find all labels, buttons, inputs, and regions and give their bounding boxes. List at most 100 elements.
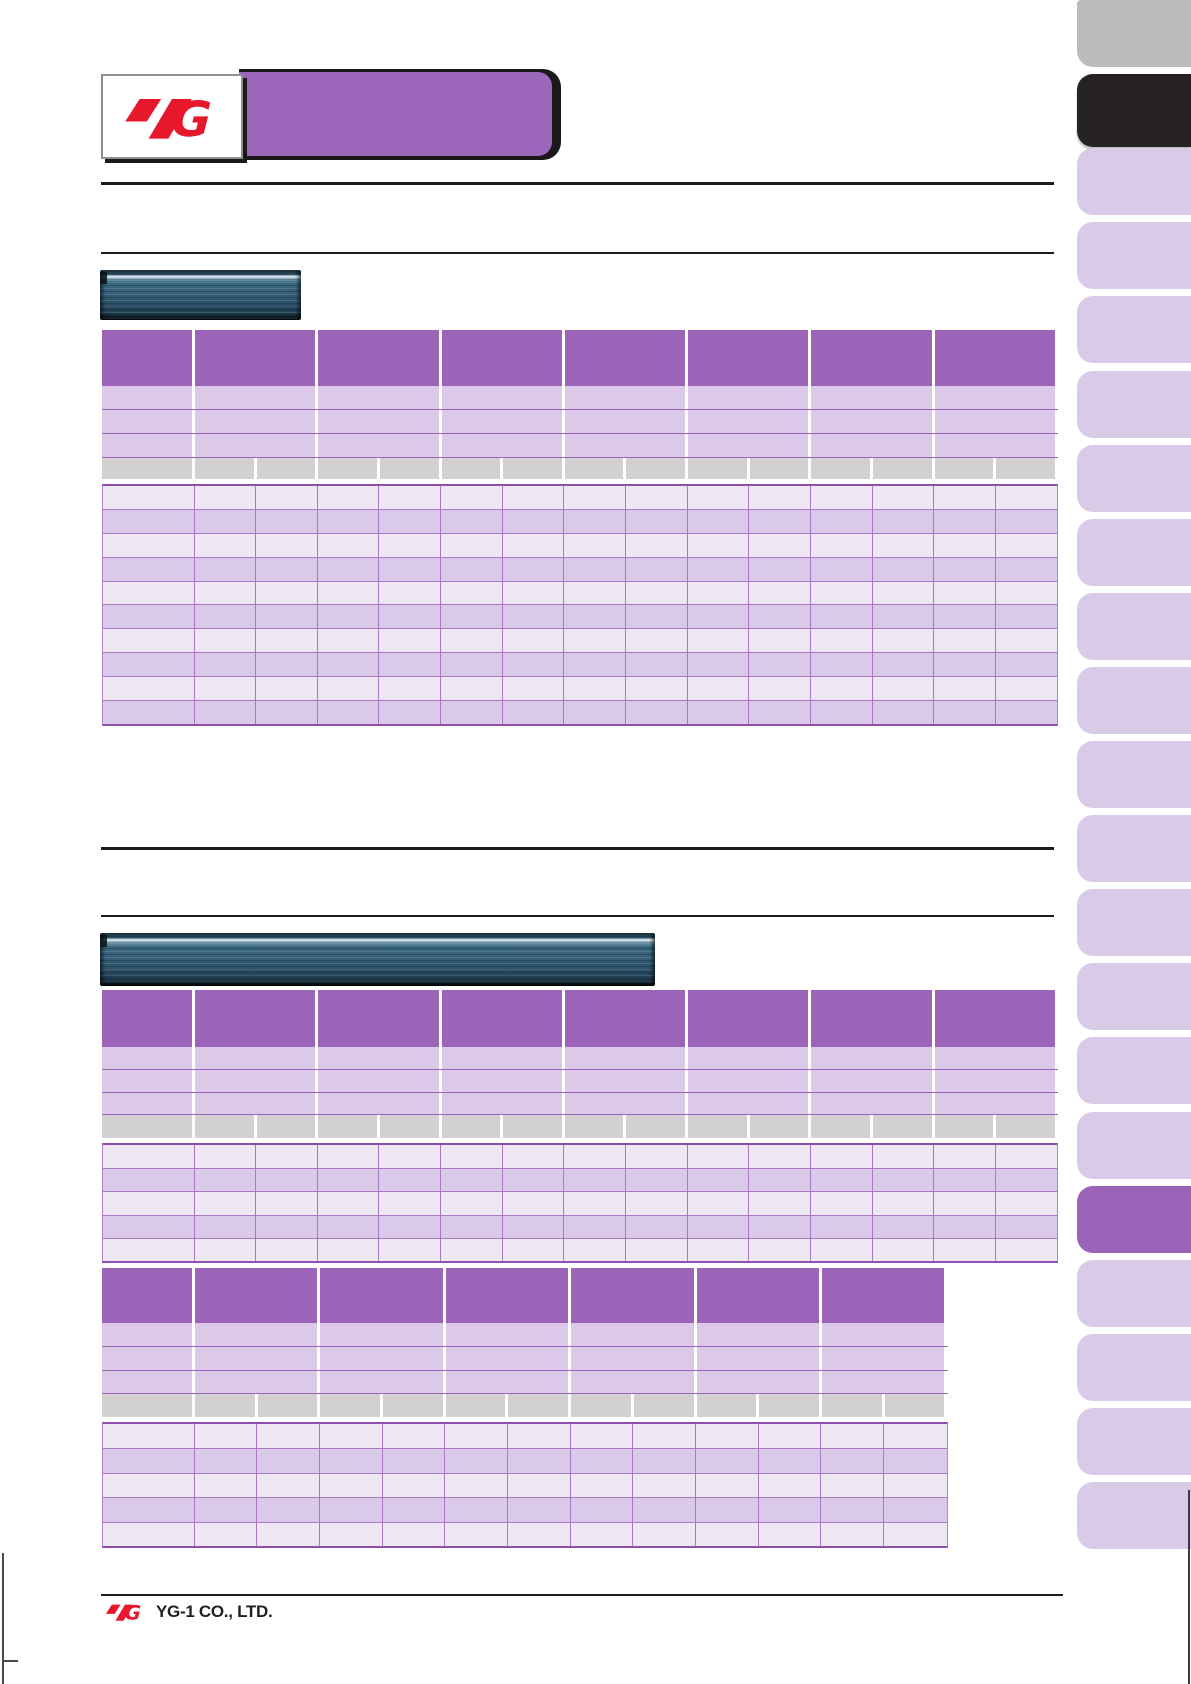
- sidebar-tab-5[interactable]: [1077, 296, 1191, 364]
- table-subheader-cell: [195, 1069, 316, 1093]
- table-unit-cell: [441, 458, 501, 479]
- table-subheader-cell: [102, 1046, 192, 1069]
- sidebar-tab-13[interactable]: [1077, 889, 1191, 957]
- table-header-cell: [696, 1268, 819, 1323]
- table-row: [103, 1522, 947, 1547]
- table-subheader-cell: [934, 1069, 1056, 1093]
- sidebar-tab-6[interactable]: [1077, 370, 1191, 438]
- table-cell: [379, 1168, 442, 1192]
- sidebar-tab-18[interactable]: [1077, 1259, 1191, 1327]
- table-cell: [633, 1448, 696, 1473]
- table-subheader-row: [102, 1069, 1059, 1094]
- table-cell: [103, 533, 195, 557]
- table-cell: [687, 701, 750, 724]
- table-cell: [995, 1145, 1058, 1168]
- table-unit-cell: [821, 1394, 882, 1418]
- table-cell: [317, 1239, 380, 1262]
- table-unit-cell: [564, 458, 624, 479]
- table-cell: [749, 629, 811, 653]
- table-cell: [194, 1424, 258, 1448]
- table-subheader-cell: [195, 1370, 318, 1394]
- table-cell: [317, 581, 380, 605]
- sidebar-tab-9[interactable]: [1077, 592, 1191, 660]
- table-cell: [256, 1215, 318, 1239]
- table-cell: [625, 629, 688, 653]
- table-subheader-cell: [811, 410, 932, 433]
- table-cell: [194, 1215, 257, 1239]
- table-cell: [103, 486, 195, 509]
- sidebar-tab-20[interactable]: [1077, 1407, 1191, 1475]
- crop-mark-left-tick: [2, 1660, 18, 1662]
- table-subheader-cell: [445, 1346, 569, 1370]
- table-cell: [696, 1424, 759, 1448]
- table-subheader-cell: [564, 386, 686, 409]
- section-banner-1: [100, 270, 301, 320]
- table-header-row: [102, 330, 1058, 386]
- table-cell: [194, 486, 257, 509]
- table-cell: [633, 1522, 696, 1547]
- table-cell: [502, 557, 565, 581]
- table-cell: [256, 605, 318, 629]
- table-row: [103, 1239, 1058, 1262]
- table-cell: [995, 486, 1058, 509]
- table-cell: [194, 629, 257, 653]
- table-header-row: [102, 990, 1058, 1047]
- table-row: [103, 1473, 947, 1499]
- yg-logo-icon: G: [125, 93, 218, 141]
- sidebar-tab-11[interactable]: [1077, 741, 1191, 808]
- table-subheader-cell: [441, 386, 562, 409]
- table-cell: [625, 677, 688, 701]
- table-unit-cell: [759, 1394, 819, 1418]
- table-cell: [441, 629, 503, 653]
- sidebar-tab-2[interactable]: [1077, 74, 1191, 148]
- table-subheader-cell: [934, 434, 1056, 457]
- table-cell: [810, 1192, 873, 1215]
- table-unit-row: [102, 1394, 948, 1418]
- table-cell: [502, 629, 565, 653]
- table-cell: [810, 581, 873, 605]
- table-header-row: [102, 1268, 948, 1323]
- sidebar-tab-17-active[interactable]: [1077, 1185, 1191, 1253]
- sidebar-tab-7[interactable]: [1077, 444, 1191, 512]
- crop-mark-left: [2, 1553, 4, 1684]
- sidebar-tab-16[interactable]: [1077, 1111, 1191, 1179]
- table-cell: [564, 557, 626, 581]
- sidebar-tab-14[interactable]: [1077, 963, 1191, 1031]
- table-subheader-cell: [445, 1323, 569, 1346]
- table-cell: [317, 1145, 380, 1168]
- table-cell: [872, 629, 935, 653]
- table-cell: [103, 581, 195, 605]
- table-cell: [441, 557, 503, 581]
- sidebar-tab-19[interactable]: [1077, 1333, 1191, 1401]
- sidebar-tab-1[interactable]: [1077, 0, 1191, 67]
- table-cell: [194, 581, 257, 605]
- sidebar-tab-3[interactable]: [1077, 148, 1191, 216]
- table-cell: [934, 605, 996, 629]
- table-cell: [194, 1522, 258, 1547]
- table-subheader-cell: [102, 1323, 192, 1346]
- table-cell: [317, 677, 380, 701]
- divider-rule-mid-1: [101, 847, 1054, 850]
- sidebar-tab-8[interactable]: [1077, 518, 1191, 586]
- sidebar-tab-12[interactable]: [1077, 815, 1191, 883]
- table-cell: [696, 1522, 759, 1547]
- table-subheader-cell: [102, 434, 192, 457]
- table-header-cell: [571, 1268, 694, 1323]
- sidebar-tab-4[interactable]: [1077, 222, 1191, 290]
- table-cell: [317, 486, 380, 509]
- table-cell: [317, 605, 380, 629]
- sidebar-tab-10[interactable]: [1077, 666, 1191, 734]
- table-subheader-cell: [102, 410, 192, 433]
- table-unit-cell: [445, 1394, 506, 1418]
- table-row: [103, 677, 1058, 702]
- sidebar-tab-21[interactable]: [1077, 1482, 1191, 1549]
- table-cell: [810, 1215, 873, 1239]
- table-subheader-cell: [441, 1093, 562, 1115]
- sidebar-tab-15[interactable]: [1077, 1037, 1191, 1105]
- table-cell: [625, 1145, 688, 1168]
- table-row: [103, 1498, 947, 1523]
- svg-text:G: G: [122, 1602, 144, 1622]
- table-header-cell: [934, 330, 1056, 386]
- table-header-cell: [318, 330, 439, 386]
- table-unit-cell: [102, 1394, 192, 1418]
